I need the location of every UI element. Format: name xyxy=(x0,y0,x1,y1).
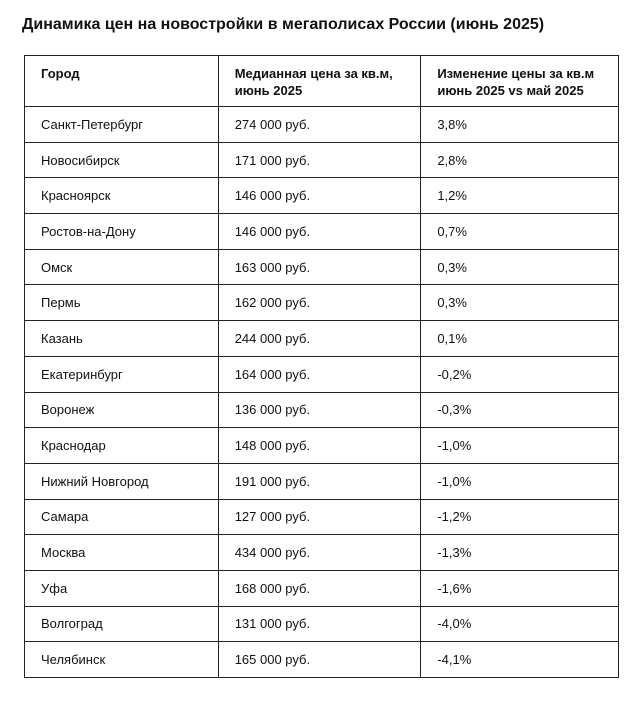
table-cell: -4,0% xyxy=(420,605,619,643)
table-cell: Омск xyxy=(24,248,219,286)
table-cell: 191 000 руб. xyxy=(217,462,422,500)
table-row: Нижний Новгород 191 000 руб. -1,0% xyxy=(24,462,619,500)
table-cell: 274 000 руб. xyxy=(217,106,422,143)
table-cell: Нижний Новгород xyxy=(24,462,219,500)
table-row: Казань 244 000 руб. 0,1% xyxy=(24,320,619,357)
column-header: Город xyxy=(24,55,219,107)
table-cell: Ростов-на-Дону xyxy=(24,213,219,250)
table-cell: 136 000 руб. xyxy=(217,391,422,429)
table-cell: Новосибирск xyxy=(24,141,219,179)
table-cell: -1,6% xyxy=(420,569,619,607)
table-row: Новосибирск 171 000 руб. 2,8% xyxy=(24,141,619,179)
table-row: Красноярск 146 000 руб. 1,2% xyxy=(24,177,619,215)
table-cell: -4,1% xyxy=(420,641,619,678)
table-cell: 0,3% xyxy=(420,248,619,286)
table-cell: 1,2% xyxy=(420,177,619,215)
title: Динамика цен на новостройки в мегаполиса… xyxy=(22,16,545,33)
table-cell: Екатеринбург xyxy=(24,355,219,393)
table-cell: 2,8% xyxy=(420,141,619,179)
table-cell: Казань xyxy=(24,320,219,357)
table-cell: -1,0% xyxy=(420,462,619,500)
column-header: Изменение цены за кв.м июнь 2025 vs май … xyxy=(420,55,619,107)
table-row: Ростов-на-Дону 146 000 руб. 0,7% xyxy=(24,213,619,250)
header-row: Город Медианная цена за кв.м, июнь 2025 Из… xyxy=(24,55,619,107)
table-row: Воронеж 136 000 руб. -0,3% xyxy=(24,391,619,429)
table-cell: 131 000 руб. xyxy=(217,605,422,643)
table-cell: 127 000 руб. xyxy=(217,498,422,536)
table-cell: Волгоград xyxy=(24,605,219,643)
table-cell: 244 000 руб. xyxy=(217,320,422,357)
table-row: Волгоград 131 000 руб. -4,0% xyxy=(24,605,619,643)
table-row: Самара 127 000 руб. -1,2% xyxy=(24,498,619,536)
table-cell: 146 000 руб. xyxy=(217,213,422,250)
table-cell: 148 000 руб. xyxy=(217,427,422,464)
table-row: Краснодар 148 000 руб. -1,0% xyxy=(24,427,619,464)
table-cell: 0,7% xyxy=(420,213,619,250)
table-cell: Санкт-Петербург xyxy=(24,106,219,143)
table-cell: 171 000 руб. xyxy=(217,141,422,179)
table-cell: 168 000 руб. xyxy=(217,569,422,607)
table-row: Москва 434 000 руб. -1,3% xyxy=(24,534,619,571)
table-row: Екатеринбург 164 000 руб. -0,2% xyxy=(24,355,619,393)
table-cell: Уфа xyxy=(24,569,219,607)
table-row: Уфа 168 000 руб. -1,6% xyxy=(24,569,619,607)
table-cell: Москва xyxy=(24,534,219,571)
table-cell: -1,3% xyxy=(420,534,619,571)
table-cell: -0,3% xyxy=(420,391,619,429)
table-cell: Пермь xyxy=(24,284,219,322)
table-cell: 434 000 руб. xyxy=(217,534,422,571)
table-cell: 3,8% xyxy=(420,106,619,143)
column-header: Медианная цена за кв.м, июнь 2025 xyxy=(217,55,422,107)
table-cell: 146 000 руб. xyxy=(217,177,422,215)
table-cell: 0,3% xyxy=(420,284,619,322)
table-cell: Челябинск xyxy=(24,641,219,678)
table-cell: -1,2% xyxy=(420,498,619,536)
table-cell: 0,1% xyxy=(420,320,619,357)
table-cell: Воронеж xyxy=(24,391,219,429)
table-cell: 162 000 руб. xyxy=(217,284,422,322)
table-cell: Самара xyxy=(24,498,219,536)
table-cell: Краснодар xyxy=(24,427,219,464)
table-row: Омск 163 000 руб. 0,3% xyxy=(24,248,619,286)
table-cell: Красноярск xyxy=(24,177,219,215)
table-cell: 164 000 руб. xyxy=(217,355,422,393)
table-cell: 163 000 руб. xyxy=(217,248,422,286)
table-cell: 165 000 руб. xyxy=(217,641,422,678)
table-row: Санкт-Петербург 274 000 руб. 3,8% xyxy=(24,106,619,143)
price-table: Город Медианная цена за кв.м, июнь 2025 Из… xyxy=(24,55,619,678)
table-row: Челябинск 165 000 руб. -4,1% xyxy=(24,641,619,678)
table-row: Пермь 162 000 руб. 0,3% xyxy=(24,284,619,322)
table-cell: -1,0% xyxy=(420,427,619,464)
table-cell: -0,2% xyxy=(420,355,619,393)
